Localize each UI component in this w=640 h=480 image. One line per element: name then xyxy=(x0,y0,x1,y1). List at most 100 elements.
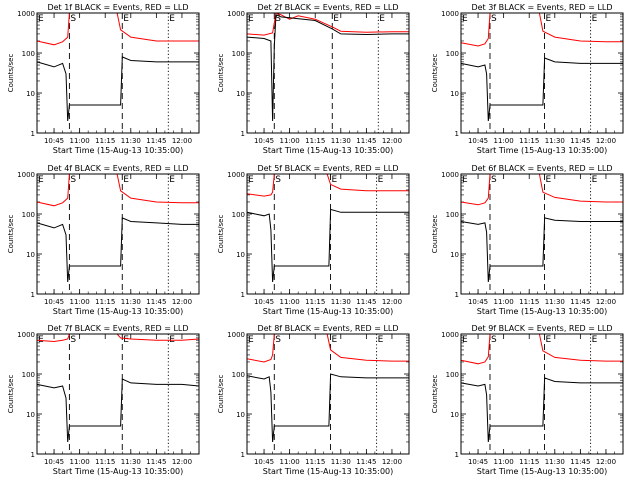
chart-title: Det 6f BLACK = Events, RED = LLD xyxy=(471,164,612,173)
chart-title: Det 7f BLACK = Events, RED = LLD xyxy=(47,324,188,333)
x-tick-label: 12:00 xyxy=(172,458,192,466)
plot-frame xyxy=(460,333,624,455)
x-tick-label: 11:00 xyxy=(280,298,300,306)
event-marker-label: E xyxy=(546,14,552,24)
y-axis-label: Counts/sec xyxy=(431,215,439,254)
event-marker-label: E xyxy=(462,14,468,24)
chart-title: Det 9f BLACK = Events, RED = LLD xyxy=(471,324,612,333)
event-marker-label: E xyxy=(332,175,338,185)
y-tick-label: 1 xyxy=(241,451,245,459)
event-marker-label: E xyxy=(248,175,254,185)
x-tick-label: 10:45 xyxy=(254,298,274,306)
y-tick-label: 1000 xyxy=(441,171,459,179)
event-marker-label: E xyxy=(592,175,598,185)
event-marker-label: S xyxy=(275,335,281,345)
y-tick-label: 1 xyxy=(241,130,245,138)
series-line xyxy=(36,378,200,443)
y-tick-label: 10 xyxy=(26,251,35,259)
y-axis-label: Counts/sec xyxy=(431,54,439,93)
event-marker-label: E xyxy=(462,335,468,345)
y-tick-label: 100 xyxy=(232,50,245,58)
chart-panel: Det 4f BLACK = Events, RED = LLD Counts/s… xyxy=(7,164,200,316)
x-tick-label: 12:00 xyxy=(382,458,402,466)
event-marker-label: S xyxy=(491,14,497,24)
series-line xyxy=(246,173,409,197)
x-tick-label: 11:30 xyxy=(545,458,565,466)
y-tick-label: 1 xyxy=(455,130,459,138)
y-axis-label: Counts/sec xyxy=(7,215,15,254)
y-tick-label: 1000 xyxy=(17,10,35,18)
y-tick-label: 1 xyxy=(241,291,245,299)
x-tick-label: 11:30 xyxy=(121,458,141,466)
plot-frame xyxy=(246,12,410,134)
plot-frame xyxy=(36,12,200,134)
series-line xyxy=(36,56,199,122)
y-tick-label: 1 xyxy=(31,291,35,299)
x-tick-label: 11:45 xyxy=(356,298,376,306)
x-tick-label: 11:30 xyxy=(545,137,565,145)
x-tick-label: 11:45 xyxy=(146,137,166,145)
x-tick-label: 11:30 xyxy=(121,298,141,306)
chart-title: Det 3f BLACK = Events, RED = LLD xyxy=(471,3,612,12)
y-tick-label: 1 xyxy=(31,130,35,138)
x-tick-label: 11:30 xyxy=(331,137,351,145)
y-axis-label: Counts/sec xyxy=(217,375,225,414)
chart-panel: Det 3f BLACK = Events, RED = LLD Counts/s… xyxy=(431,3,624,155)
chart-panel: Det 8f BLACK = Events, RED = LLD Counts/s… xyxy=(217,324,410,476)
series-line xyxy=(36,217,199,283)
x-axis-label: Start Time (15-Aug-13 10:35:00) xyxy=(263,467,394,476)
y-tick-label: 100 xyxy=(446,371,459,379)
chart-title: Det 5f BLACK = Events, RED = LLD xyxy=(257,164,398,173)
x-tick-label: 10:45 xyxy=(468,298,488,306)
event-marker-label: E xyxy=(592,14,598,24)
series-line xyxy=(460,57,623,122)
x-tick-label: 11:45 xyxy=(146,458,166,466)
event-marker-label: E xyxy=(123,14,129,24)
y-tick-label: 100 xyxy=(446,50,459,58)
x-tick-label: 10:45 xyxy=(468,137,488,145)
event-marker-label: S xyxy=(275,175,281,185)
y-axis-label: Counts/sec xyxy=(217,54,225,93)
event-marker-label: S xyxy=(70,14,76,24)
series-line xyxy=(246,333,409,363)
y-tick-label: 1000 xyxy=(441,331,459,339)
y-tick-label: 10 xyxy=(26,411,35,419)
series-line xyxy=(246,208,409,283)
x-tick-label: 11:15 xyxy=(305,137,325,145)
x-tick-label: 11:30 xyxy=(545,298,565,306)
y-tick-label: 100 xyxy=(22,50,35,58)
x-tick-label: 12:00 xyxy=(172,137,192,145)
y-tick-label: 10 xyxy=(236,90,245,98)
chart-panel: Det 5f BLACK = Events, RED = LLD Counts/s… xyxy=(217,164,410,316)
event-marker-label: S xyxy=(275,14,281,24)
x-axis-label: Start Time (15-Aug-13 10:35:00) xyxy=(53,467,184,476)
x-tick-label: 11:30 xyxy=(331,298,351,306)
y-tick-label: 1000 xyxy=(17,171,35,179)
event-marker-label: S xyxy=(491,175,497,185)
series-line xyxy=(460,333,623,365)
chart-panel: Det 6f BLACK = Events, RED = LLD Counts/s… xyxy=(431,164,624,316)
event-marker-label: S xyxy=(70,335,76,345)
x-tick-label: 11:00 xyxy=(280,458,300,466)
x-tick-label: 11:00 xyxy=(70,137,90,145)
event-marker-label: E xyxy=(169,14,175,24)
y-tick-label: 100 xyxy=(232,371,245,379)
x-tick-label: 12:00 xyxy=(172,298,192,306)
event-marker-label: E xyxy=(38,175,44,185)
event-marker-label: E xyxy=(546,175,552,185)
x-tick-label: 10:45 xyxy=(254,458,274,466)
x-axis-label: Start Time (15-Aug-13 10:35:00) xyxy=(263,146,394,155)
x-tick-label: 11:15 xyxy=(519,458,539,466)
event-marker-label: S xyxy=(491,335,497,345)
x-tick-label: 11:45 xyxy=(146,298,166,306)
event-marker-label: E xyxy=(38,335,44,345)
y-axis-label: Counts/sec xyxy=(7,375,15,414)
chart-title: Det 4f BLACK = Events, RED = LLD xyxy=(47,164,188,173)
event-marker-label: E xyxy=(248,335,254,345)
y-tick-label: 10 xyxy=(236,411,245,419)
series-line xyxy=(460,12,623,47)
series-line xyxy=(460,173,623,206)
event-marker-label: E xyxy=(332,335,338,345)
plot-frame xyxy=(36,173,200,295)
